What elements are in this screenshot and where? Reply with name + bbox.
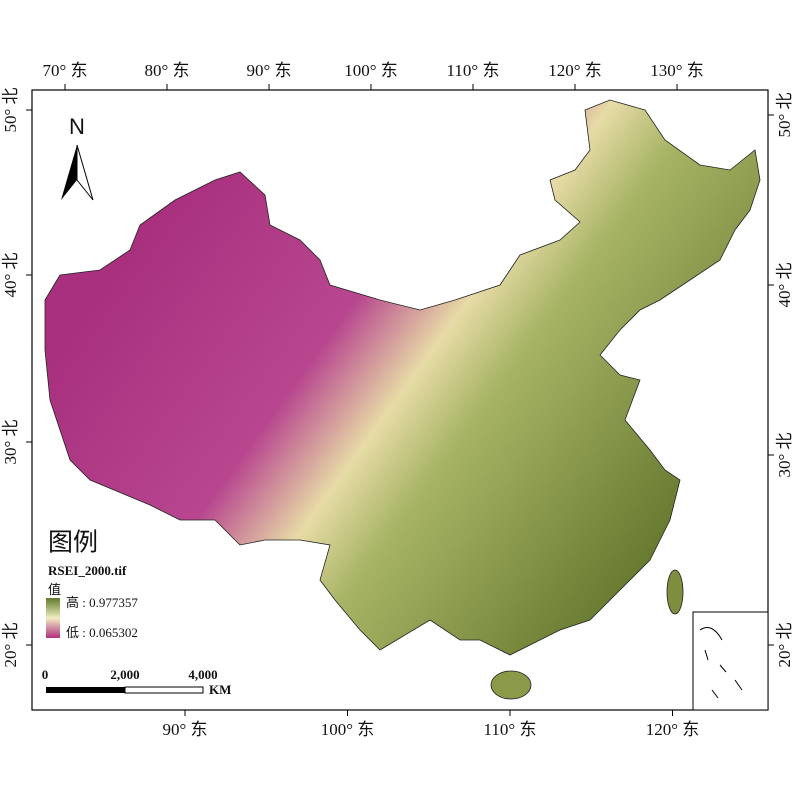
- bottom-label: 110° 东: [484, 720, 537, 739]
- bottom-label: 100° 东: [321, 720, 375, 739]
- right-label: 40° 北: [775, 262, 794, 307]
- north-arrow-right: [76, 144, 94, 201]
- frame-labels: 70° 东 80° 东 90° 东 100° 东 110° 东 120° 东 130° 东 9…: [1, 61, 794, 739]
- top-label: 80° 东: [144, 61, 189, 80]
- legend-title: 图例: [48, 529, 98, 557]
- inset-map: [692, 611, 769, 711]
- top-label: 110° 东: [447, 61, 500, 80]
- top-label: 70° 东: [42, 61, 87, 80]
- north-label: N: [69, 114, 85, 139]
- scale-segment: [46, 687, 125, 693]
- hainan: [490, 670, 532, 700]
- legend-high: 高 : 0.977357: [66, 595, 138, 610]
- legend-field: 值: [48, 582, 61, 597]
- right-label: 20° 北: [775, 622, 794, 667]
- scale-segment: [124, 686, 204, 694]
- legend-ramp: [46, 598, 60, 638]
- top-label: 120° 东: [548, 61, 602, 80]
- scale-label: 2,000: [110, 667, 139, 682]
- legend-layer: RSEI_2000.tif: [48, 563, 127, 578]
- bottom-label: 90° 东: [162, 720, 207, 739]
- scale-unit: KM: [209, 682, 231, 697]
- top-label: 100° 东: [344, 61, 398, 80]
- north-arrow-left: [61, 145, 77, 200]
- scale-label: 4,000: [188, 667, 217, 682]
- china-raster: [44, 99, 761, 656]
- left-label: 30° 北: [1, 419, 20, 464]
- bottom-label: 120° 东: [646, 720, 700, 739]
- left-label: 40° 北: [1, 252, 20, 297]
- legend-low: 低 : 0.065302: [66, 625, 138, 640]
- inset-islands: [699, 627, 743, 699]
- top-label: 90° 东: [246, 61, 291, 80]
- right-label: 30° 北: [775, 432, 794, 477]
- left-label: 50° 北: [1, 87, 20, 132]
- top-label: 130° 东: [650, 61, 704, 80]
- taiwan: [666, 569, 684, 615]
- right-label: 50° 北: [775, 92, 794, 137]
- left-label: 20° 北: [1, 622, 20, 667]
- scale-label: 0: [42, 667, 49, 682]
